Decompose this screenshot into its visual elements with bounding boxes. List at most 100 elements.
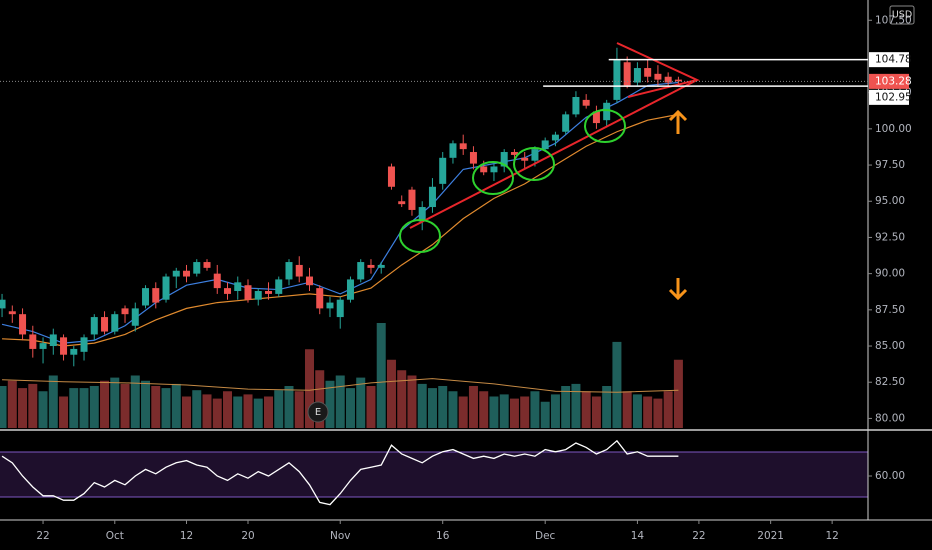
earnings-label[interactable]: E [315,407,321,418]
volume-bar [304,349,314,428]
x-tick-label: 16 [436,530,450,542]
candle-body [346,279,354,300]
volume-bar [520,396,530,428]
volume-bar [171,383,181,428]
candle-body [633,68,641,83]
candle-body [541,140,549,150]
price-label: 103.28 [875,75,912,87]
volume-bar [130,375,140,428]
volume-bar [315,370,325,428]
volume-bar [0,386,7,428]
volume-bar [18,388,28,428]
candle-body [654,73,662,80]
volume-bar [120,383,130,428]
candle-body [459,143,467,150]
candle-body [623,62,631,86]
volume-bar [243,394,253,428]
candle-body [357,262,365,280]
candle-body [582,99,590,106]
volume-bar [386,359,396,428]
candle-body [162,276,170,300]
x-tick-label: 12 [825,530,838,542]
candle-body [172,270,180,277]
volume-bar [182,396,192,428]
volume-bar [110,377,120,428]
volume-bar [253,398,263,428]
candle-body [439,157,447,184]
candle-body [29,334,37,349]
x-tick-label: 12 [180,530,193,542]
x-tick-label: 22 [36,530,49,542]
candle-body [224,288,232,294]
y-tick-label: 100.00 [875,123,912,135]
candle-body [234,282,242,292]
volume-bar [233,396,243,428]
volume-bar [325,380,335,428]
candle-body [275,279,283,294]
volume-bar [274,390,284,428]
volume-ma [2,378,679,393]
volume-bar [612,341,622,428]
volume-bar [345,388,355,428]
candle-body [285,262,293,280]
rsi-band [0,452,868,497]
volume-bar [417,383,427,428]
candle-body [644,68,652,77]
candle-body [572,97,580,115]
candle-body [316,288,324,309]
arrow-down [668,278,688,301]
arrow-up [668,109,688,134]
rsi-line [1,439,679,506]
candle-body [49,334,57,347]
volume-bar [571,383,581,428]
volume-bar [591,396,601,428]
candle-body [398,201,406,205]
candle-body [551,134,559,141]
circle [399,219,441,253]
volume-bar [294,391,304,428]
candle-body [336,299,344,318]
volume-bar [468,386,478,428]
candle-body [8,311,16,315]
volume-bar [643,396,653,428]
volume-bar [38,391,48,428]
volume-bar [550,394,560,428]
volume-bar [653,398,663,428]
candle-body [490,166,498,173]
candle-body [664,76,672,83]
candle-body [613,59,621,100]
volume-bar [223,391,233,428]
candle-body [19,314,27,335]
candle-body [203,262,211,268]
volume-bar [632,394,642,428]
volume-bar [89,386,99,428]
volume-bar [509,398,519,428]
volume-bar [499,394,509,428]
volume-bar [561,386,571,428]
candle-body [183,270,191,277]
candle-body [367,264,375,268]
candle-body [500,152,508,167]
price-label-box [869,89,909,105]
candle-body [0,299,6,309]
earnings-badge[interactable] [307,401,329,423]
candle-body [193,262,201,274]
y-tick-label: 107.50 [875,14,912,26]
volume-bar [284,386,294,428]
candle-body [70,348,78,355]
candle-body [674,79,682,82]
volume-bar [673,359,683,428]
candle-body [510,152,518,155]
candle-body [142,288,150,306]
x-tick-label: 2021 [757,530,784,542]
currency: USD [892,10,912,21]
volume-bar [28,383,38,428]
x-tick-label: Dec [535,530,556,542]
candle-body [90,317,98,335]
candle-body [131,308,139,326]
volume-bar [366,386,376,428]
price-label: 102.95 [875,91,912,103]
volume-bar [202,394,212,428]
candle-body [152,288,160,303]
